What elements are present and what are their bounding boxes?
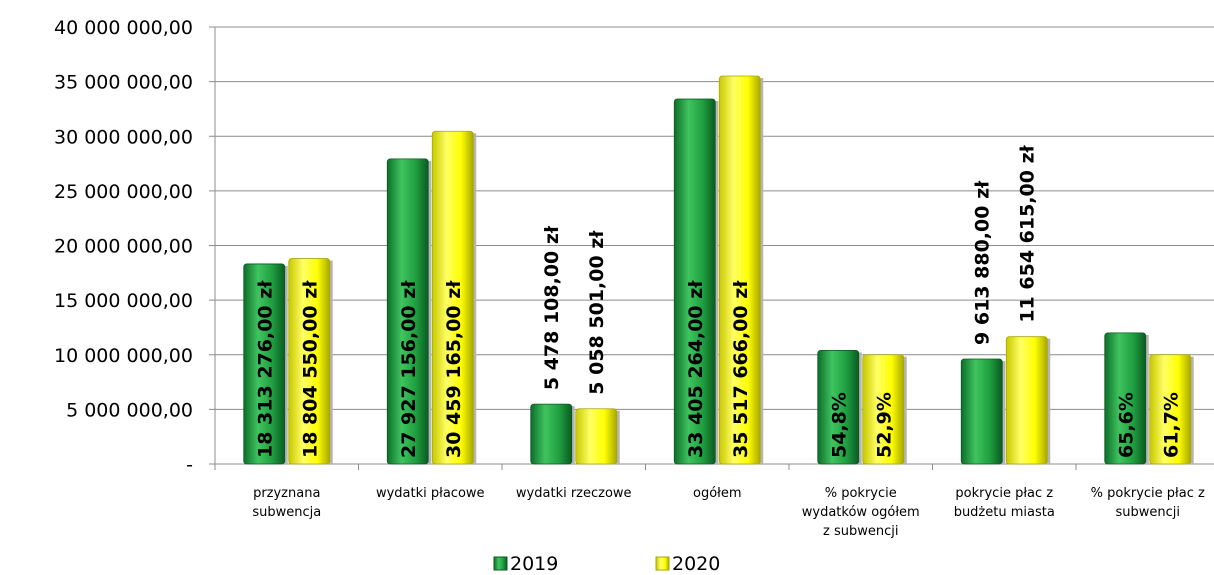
bars (243, 75, 1194, 465)
x-tick-label: % pokrycie płac z subwencji (1091, 486, 1205, 520)
y-tick-label: 30 000 000,00 (54, 126, 193, 148)
data-label: 33 405 264,00 zł (685, 280, 707, 458)
data-label: 61,7% (1160, 392, 1182, 458)
legend-label-2019: 2019 (510, 553, 558, 575)
bar-2020 (1005, 336, 1048, 465)
bar-2020 (862, 354, 905, 465)
bar-2020 (1149, 354, 1192, 465)
bar-2019 (1104, 332, 1147, 465)
legend-label-2020: 2020 (672, 553, 720, 575)
legend: 2019 2020 (493, 553, 720, 575)
bar-2019 (386, 158, 429, 465)
y-tick-label: 15 000 000,00 (54, 290, 193, 312)
y-tick-label: 10 000 000,00 (54, 345, 193, 367)
data-label: 18 313 276,00 zł (254, 280, 276, 458)
y-tick-label: - (186, 454, 193, 476)
bar-2019 (960, 358, 1003, 465)
bar-2019 (243, 263, 286, 465)
x-tick-label: pokrycie płac z budżetu miasta (954, 486, 1055, 520)
data-label: 5 478 108,00 zł (541, 225, 563, 390)
bar-2019 (673, 98, 716, 465)
bar-2019 (817, 349, 860, 465)
data-label: 54,8% (828, 392, 850, 458)
data-label: 52,9% (873, 392, 895, 458)
data-label: 18 804 550,00 zł (299, 280, 321, 458)
x-tick-label: wydatki płacowe (376, 486, 485, 501)
data-label: 5 058 501,00 zł (586, 230, 608, 395)
data-label: 9 613 880,00 zł (972, 180, 994, 345)
bar-2020 (431, 130, 474, 465)
x-tick-label: przyznana subwencja (252, 486, 321, 520)
legend-swatch-2019 (493, 556, 508, 571)
y-tick-label: 35 000 000,00 (54, 72, 193, 94)
data-label: 35 517 666,00 zł (730, 280, 752, 458)
y-tick-label: 40 000 000,00 (54, 17, 193, 39)
x-tick-label: % pokrycie wydatków ogółem z subwencji (802, 486, 920, 539)
y-tick-label: 25 000 000,00 (54, 181, 193, 203)
data-label: 65,6% (1115, 392, 1137, 458)
bar-2020 (718, 75, 761, 465)
data-label: 11 654 615,00 zł (1017, 144, 1039, 322)
x-tick-label: wydatki rzeczowe (516, 486, 632, 501)
data-label: 30 459 165,00 zł (443, 280, 465, 458)
data-labels: 18 313 276,00 zł 27 927 156,00 zł 5 478 10… (254, 144, 1182, 458)
legend-swatch-2020 (655, 556, 670, 571)
bar-2019 (530, 403, 573, 465)
bar-2020 (575, 408, 618, 465)
axes: - 5 000 000,00 10 000 000,00 15 000 000,00 2… (54, 17, 1214, 539)
y-tick-label: 5 000 000,00 (66, 399, 193, 421)
y-tick-label: 20 000 000,00 (54, 236, 193, 258)
data-label: 27 927 156,00 zł (398, 280, 420, 458)
bar-2020 (288, 258, 331, 465)
x-tick-label: ogółem (693, 486, 742, 501)
